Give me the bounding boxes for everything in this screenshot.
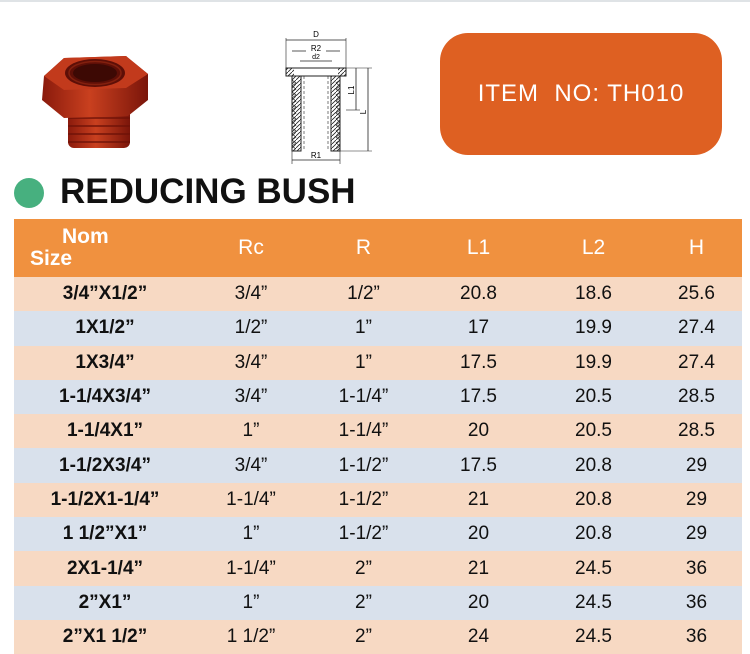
cell-r: 1-1/2” (338, 523, 389, 545)
cell-l1: 17.5 (460, 351, 497, 373)
cell-rc: 1” (242, 420, 260, 442)
cell-size: 1-1/4X1” (66, 420, 144, 442)
column-header-nom-size: Nom Size (30, 225, 109, 270)
table-row: 2”X1” 1” 2” 20 24.5 36 (14, 585, 742, 620)
cell-l2: 19.9 (575, 351, 612, 373)
cell-l2: 24.5 (575, 591, 612, 613)
cell-l2: 20.5 (575, 386, 612, 408)
cell-l1: 20 (467, 523, 490, 545)
table-row: 1-1/4X1” 1” 1-1/4” 20 20.5 28.5 (14, 414, 742, 449)
cell-h: 28.5 (678, 386, 715, 408)
item-number-label: ITEM NO: TH010 (477, 80, 685, 107)
cell-h: 27.4 (678, 317, 715, 339)
cell-h: 36 (685, 626, 708, 648)
column-header-rc: Rc (238, 236, 264, 259)
label-d: D (313, 30, 319, 39)
cell-r: 1” (355, 317, 372, 339)
cell-size: 1-1/4X3/4” (59, 386, 151, 408)
spec-table: Nom Size Rc R L1 L2 H 3/4”X1/2” 3/4” 1/2” 2… (14, 219, 742, 654)
cell-l2: 24.5 (575, 557, 612, 579)
cell-h: 36 (685, 591, 708, 613)
cell-h: 36 (685, 557, 708, 579)
reducing-bush-photo (42, 56, 148, 148)
label-l1: L1 (347, 85, 356, 94)
cell-rc: 1 1/2” (226, 626, 276, 648)
cell-r: 1/2” (347, 283, 380, 305)
cell-l1: 20.8 (460, 283, 497, 305)
cell-h: 29 (685, 488, 708, 510)
cell-size: 1X1/2” (75, 317, 135, 339)
cell-l1: 24 (467, 626, 490, 648)
cell-l1: 17.5 (460, 454, 497, 476)
cell-size: 1 1/2”X1” (62, 523, 148, 545)
cell-r: 2” (355, 557, 372, 579)
cell-l2: 20.8 (575, 488, 612, 510)
cell-rc: 1-1/4” (226, 557, 276, 579)
table-header: Nom Size Rc R L1 L2 H (14, 219, 742, 277)
table-row: 2”X1 1/2” 1 1/2” 2” 24 24.5 36 (14, 619, 742, 654)
cell-size: 1-1/2X1-1/4” (50, 488, 160, 510)
cell-size: 2X1-1/4” (66, 557, 144, 579)
label-r1: R1 (311, 151, 322, 160)
cell-l1: 17.5 (460, 386, 497, 408)
cell-l2: 20.8 (575, 523, 612, 545)
table-row: 1-1/2X1-1/4” 1-1/4” 1-1/2” 21 20.8 29 (14, 482, 742, 518)
column-header-h: H (688, 236, 705, 259)
cell-l2: 20.5 (575, 420, 612, 442)
table-row: 1X1/2” 1/2” 1” 17 19.9 27.4 (14, 311, 742, 346)
cell-rc: 3/4” (234, 351, 268, 373)
cell-h: 29 (685, 523, 708, 545)
column-header-l2: L2 (581, 236, 606, 259)
cell-rc: 3/4” (234, 386, 268, 408)
table-row: 1-1/4X3/4” 3/4” 1-1/4” 17.5 20.5 28.5 (14, 379, 742, 415)
cell-rc: 3/4” (234, 454, 268, 476)
cell-rc: 1” (242, 523, 260, 545)
table-row: 1 1/2”X1” 1” 1-1/2” 20 20.8 29 (14, 517, 742, 552)
cell-rc: 1/2” (234, 317, 268, 339)
cell-r: 2” (355, 591, 372, 613)
cell-l1: 20 (467, 591, 490, 613)
cell-l1: 20 (467, 420, 490, 442)
cell-l2: 24.5 (575, 626, 612, 648)
heading-bullet-icon (14, 178, 44, 208)
table-row: 2X1-1/4” 1-1/4” 2” 21 24.5 36 (14, 551, 742, 586)
cell-l2: 19.9 (575, 317, 612, 339)
label-l: L (359, 109, 368, 114)
cell-size: 1X3/4” (75, 351, 135, 373)
cell-l1: 21 (467, 557, 490, 579)
column-header-l1: L1 (466, 236, 491, 259)
cell-h: 29 (685, 454, 708, 476)
cell-l2: 18.6 (575, 283, 612, 305)
label-d2: d2 (312, 54, 320, 61)
table-row: 1-1/2X3/4” 3/4” 1-1/2” 17.5 20.8 29 (14, 448, 742, 483)
item-number-badge: ITEM NO: TH010 (440, 33, 722, 155)
cell-r: 1-1/4” (338, 420, 389, 442)
cell-size: 3/4”X1/2” (62, 283, 148, 305)
cell-size: 2”X1” (78, 591, 132, 613)
dimension-drawing: D R2 d2 L1 L R1 (285, 30, 372, 164)
cell-l1: 21 (467, 488, 490, 510)
cell-size: 1-1/2X3/4” (59, 454, 151, 476)
cell-r: 1-1/2” (338, 488, 389, 510)
cell-l2: 20.8 (575, 454, 612, 476)
cell-rc: 1” (242, 591, 260, 613)
top-divider (0, 0, 750, 2)
cell-l1: 17 (467, 317, 490, 339)
cell-h: 27.4 (678, 351, 715, 373)
cell-r: 1-1/4” (338, 386, 389, 408)
cell-rc: 1-1/4” (226, 488, 276, 510)
table-body: 3/4”X1/2” 3/4” 1/2” 20.8 18.6 25.6 1X1/2” 1/2” 1… (14, 277, 742, 654)
cell-size: 2”X1 1/2” (62, 626, 148, 648)
page-title: REDUCING BUSH (60, 172, 356, 211)
table-row: 1X3/4” 3/4” 1” 17.5 19.9 27.4 (14, 345, 742, 380)
table-row: 3/4”X1/2” 3/4” 1/2” 20.8 18.6 25.6 (14, 277, 742, 312)
cell-r: 2” (355, 626, 372, 648)
label-r2: R2 (311, 44, 322, 53)
cell-rc: 3/4” (234, 283, 268, 305)
cell-r: 1-1/2” (338, 454, 389, 476)
cell-h: 28.5 (678, 420, 715, 442)
column-header-r: R (355, 236, 372, 259)
cell-h: 25.6 (678, 283, 715, 305)
cell-r: 1” (355, 351, 372, 373)
